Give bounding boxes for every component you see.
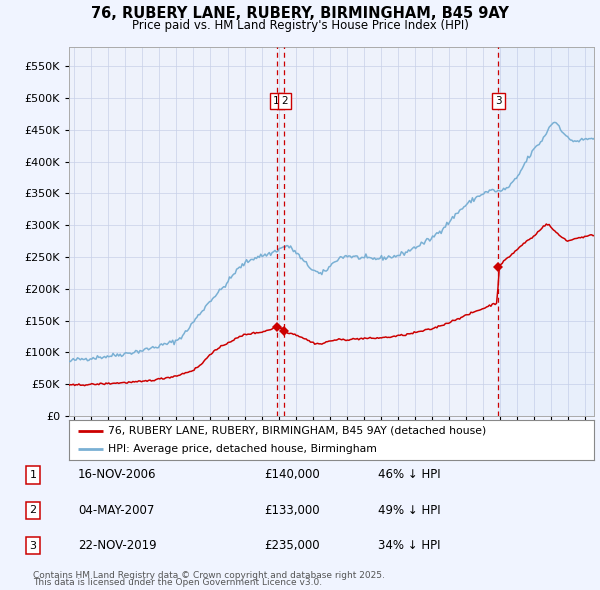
Text: 76, RUBERY LANE, RUBERY, BIRMINGHAM, B45 9AY (detached house): 76, RUBERY LANE, RUBERY, BIRMINGHAM, B45… xyxy=(109,426,487,436)
Text: Price paid vs. HM Land Registry's House Price Index (HPI): Price paid vs. HM Land Registry's House … xyxy=(131,19,469,32)
Text: 3: 3 xyxy=(29,541,37,550)
Text: HPI: Average price, detached house, Birmingham: HPI: Average price, detached house, Birm… xyxy=(109,444,377,454)
Text: 1: 1 xyxy=(29,470,37,480)
Text: 16-NOV-2006: 16-NOV-2006 xyxy=(78,468,157,481)
Text: 1: 1 xyxy=(274,96,280,106)
Text: 76, RUBERY LANE, RUBERY, BIRMINGHAM, B45 9AY: 76, RUBERY LANE, RUBERY, BIRMINGHAM, B45… xyxy=(91,6,509,21)
Text: 3: 3 xyxy=(495,96,502,106)
Text: £235,000: £235,000 xyxy=(264,539,320,552)
Text: 46% ↓ HPI: 46% ↓ HPI xyxy=(378,468,440,481)
Text: 2: 2 xyxy=(281,96,288,106)
Bar xyxy=(499,47,594,416)
Text: 34% ↓ HPI: 34% ↓ HPI xyxy=(378,539,440,552)
Text: £140,000: £140,000 xyxy=(264,468,320,481)
Text: 49% ↓ HPI: 49% ↓ HPI xyxy=(378,504,440,517)
Text: 22-NOV-2019: 22-NOV-2019 xyxy=(78,539,157,552)
Text: 2: 2 xyxy=(29,506,37,515)
Text: £133,000: £133,000 xyxy=(264,504,320,517)
Text: This data is licensed under the Open Government Licence v3.0.: This data is licensed under the Open Gov… xyxy=(33,578,322,587)
Text: Contains HM Land Registry data © Crown copyright and database right 2025.: Contains HM Land Registry data © Crown c… xyxy=(33,571,385,580)
Text: 04-MAY-2007: 04-MAY-2007 xyxy=(78,504,154,517)
